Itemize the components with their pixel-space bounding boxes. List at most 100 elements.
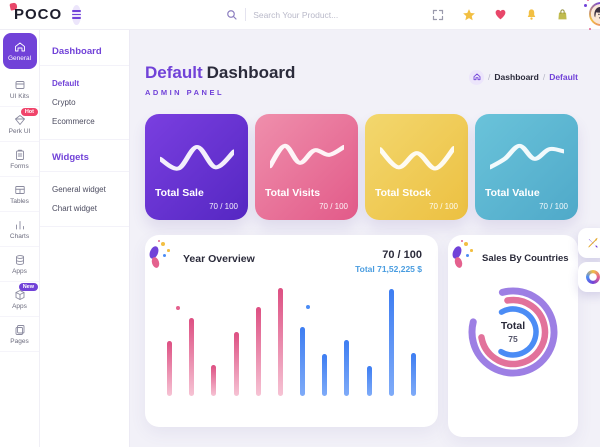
sidebar-item-perk-ui-hot[interactable]: Perk UI Hot <box>0 107 39 142</box>
chart-accent-dot <box>176 306 180 310</box>
breadcrumb: / Dashboard / Default <box>469 69 578 85</box>
stat-card-title: Total Visits <box>265 187 321 199</box>
donut-rings[interactable] <box>463 282 563 382</box>
breadcrumb-separator: / <box>488 72 491 82</box>
sidebar-item-apps-new[interactable]: Apps New <box>0 282 39 317</box>
badge-hot: Hot <box>20 108 38 116</box>
home-icon <box>14 42 25 52</box>
bar-4[interactable] <box>233 332 239 396</box>
breadcrumb-dashboard[interactable]: Dashboard <box>494 72 539 82</box>
diamond-icon <box>14 115 25 125</box>
badge-new: New <box>18 283 38 291</box>
submenu-item-general-widget[interactable]: General widget <box>52 185 106 194</box>
table-icon <box>14 186 25 194</box>
bar-2[interactable] <box>189 318 195 396</box>
decorative-dots-icon <box>450 239 479 269</box>
confetti-dot <box>589 27 592 30</box>
donut-center-label: Total 75 <box>500 320 526 344</box>
sparkline-chart <box>159 144 234 171</box>
bar-1[interactable] <box>167 340 172 396</box>
donut-chart: Total 75 <box>463 282 563 382</box>
submenu-item-crypto[interactable]: Crypto <box>52 98 76 107</box>
stat-card-total-sale[interactable]: Total Sale 70 / 100 <box>145 114 248 220</box>
bar-10[interactable] <box>366 365 372 396</box>
heart-icon[interactable] <box>493 8 507 22</box>
home-icon[interactable] <box>469 69 485 85</box>
bag-icon[interactable] <box>555 8 569 22</box>
submenu-sidebar: Dashboard Default Crypto Ecommerce Widgets Ge… <box>40 30 130 447</box>
bar-12[interactable] <box>410 352 416 396</box>
donut-ring-outer[interactable] <box>463 282 563 382</box>
main-content: Default Dashboard ADMIN PANEL / Dashboard… <box>130 30 600 447</box>
charts-row: Year Overview 70 / 100 Total 71,52,225 $… <box>145 235 578 437</box>
stat-card-value: 70 / 100 <box>209 202 238 211</box>
search-divider <box>245 8 247 21</box>
bar-5[interactable] <box>255 307 261 396</box>
sidebar-item-pages[interactable]: Pages <box>0 317 39 352</box>
breadcrumb-separator: / <box>542 72 546 82</box>
bar-6[interactable] <box>277 288 283 396</box>
sidebar-item-forms[interactable]: Forms <box>0 142 39 177</box>
sparkline-chart <box>379 146 454 171</box>
avatar-image <box>591 3 600 24</box>
page-title-accent: Default <box>145 63 203 82</box>
stat-card-row: Total Sale 70 / 100 Total Visits 70 / 100 To… <box>145 114 578 220</box>
logo[interactable]: POCO <box>9 2 63 23</box>
sidebar-item-apps[interactable]: Apps <box>0 247 39 282</box>
customizer-tools-button[interactable] <box>578 228 600 258</box>
sidebar-item-ui-kits[interactable]: UI Kits <box>0 72 39 107</box>
submenu-item-ecommerce[interactable]: Ecommerce <box>52 117 95 126</box>
sidebar-item-tables[interactable]: Tables <box>0 177 39 212</box>
bar-7[interactable] <box>300 326 306 396</box>
chart-accent-dot <box>306 305 310 309</box>
fullscreen-icon[interactable] <box>431 8 445 22</box>
app-header: POCO <box>0 0 600 30</box>
search-icon <box>227 9 237 20</box>
menu-toggle-button[interactable] <box>72 4 82 25</box>
stat-card-title: Total Sale <box>155 187 204 199</box>
page-subtitle: ADMIN PANEL <box>145 88 225 97</box>
breadcrumb-default[interactable]: Default <box>549 72 578 82</box>
bar-8[interactable] <box>322 353 328 396</box>
stat-card-title: Total Value <box>485 187 540 199</box>
stat-card-value: 70 / 100 <box>429 202 458 211</box>
stat-card-value: 70 / 100 <box>539 202 568 211</box>
stat-card-total-value[interactable]: Total Value 70 / 100 <box>475 114 578 220</box>
color-wheel-icon <box>586 270 600 284</box>
page-header: Default Dashboard ADMIN PANEL / Dashboard… <box>145 30 578 106</box>
submenu-section-title: Widgets <box>52 152 89 163</box>
donut-ring-middle[interactable] <box>476 295 550 369</box>
year-overview-total: Total 71,52,225 $ <box>355 264 422 274</box>
sidebar-item-charts[interactable]: Charts <box>0 212 39 247</box>
user-avatar[interactable] <box>584 0 600 30</box>
sidebar-item-general[interactable]: General <box>0 30 39 72</box>
star-icon[interactable] <box>462 8 476 22</box>
bell-icon[interactable] <box>524 8 538 22</box>
bar-3[interactable] <box>211 364 217 396</box>
clipboard-icon <box>15 149 24 160</box>
avatar-ring <box>589 1 600 26</box>
header-icon-group <box>431 8 569 22</box>
hamburger-icon <box>72 10 82 12</box>
bar-11[interactable] <box>388 289 394 396</box>
chart-icon <box>15 221 24 230</box>
sparkline-chart <box>269 143 344 169</box>
submenu-section-title: Dashboard <box>52 46 102 57</box>
stat-card-value: 70 / 100 <box>319 202 348 211</box>
database-icon <box>15 255 24 265</box>
donut-ring-inner[interactable] <box>482 301 545 364</box>
box-icon <box>15 81 24 89</box>
submenu-item-chart-widget[interactable]: Chart widget <box>52 204 97 213</box>
confetti-dot <box>584 3 588 7</box>
stat-card-total-stock[interactable]: Total Stock 70 / 100 <box>365 114 468 220</box>
stat-card-total-visits[interactable]: Total Visits 70 / 100 <box>255 114 358 220</box>
sales-title: Sales By Countries <box>482 253 569 264</box>
submenu-item-default[interactable]: Default <box>52 79 80 88</box>
search-input[interactable] <box>253 9 374 20</box>
sparkline-chart <box>489 143 564 170</box>
logo-text: POCO <box>14 6 63 23</box>
decorative-dots-icon <box>147 239 176 269</box>
sales-by-countries-card: Sales By Countries Total 75 <box>448 235 578 437</box>
theme-wheel-button[interactable] <box>578 262 600 292</box>
bar-9[interactable] <box>344 339 350 396</box>
